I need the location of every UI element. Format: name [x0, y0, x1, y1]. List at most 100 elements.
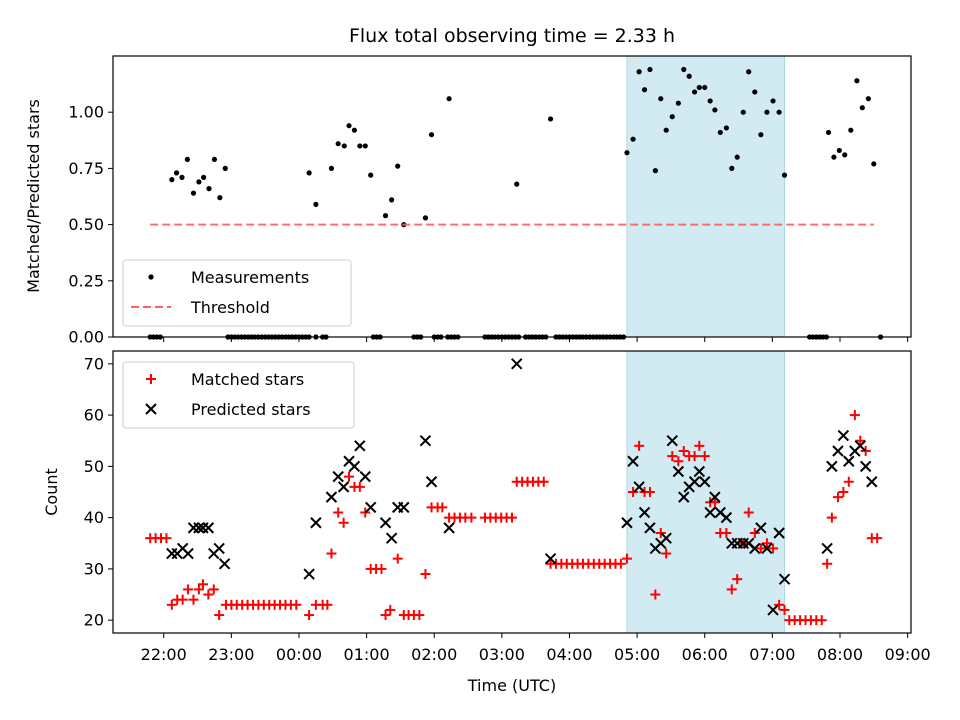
- data-point: [636, 69, 642, 75]
- data-point: [419, 435, 432, 447]
- data-point: [776, 109, 782, 115]
- data-point: [831, 154, 837, 160]
- data-point: [466, 512, 477, 523]
- data-point: [208, 584, 219, 595]
- data-point: [446, 96, 452, 102]
- data-point: [726, 584, 737, 595]
- legend-label: Matched stars: [191, 370, 304, 389]
- data-point: [166, 599, 177, 610]
- data-point: [641, 87, 648, 93]
- data-point: [190, 190, 197, 196]
- data-point: [859, 105, 865, 111]
- data-point: [389, 197, 395, 203]
- data-point: [752, 89, 758, 95]
- data-point: [855, 435, 866, 446]
- data-point: [379, 517, 392, 529]
- data-point: [663, 127, 669, 133]
- data-point: [218, 558, 231, 570]
- data-point: [161, 533, 172, 544]
- x-tick-label: 22:00: [141, 645, 187, 664]
- data-point: [359, 470, 371, 483]
- data-point: [392, 553, 403, 564]
- data-point: [860, 445, 871, 456]
- data-point: [681, 66, 687, 73]
- data-point: [644, 487, 655, 497]
- data-point: [217, 195, 223, 201]
- data-point: [764, 109, 770, 115]
- top-y-axis-label: Matched/Predicted stars: [24, 99, 43, 293]
- data-point: [322, 599, 333, 610]
- x-tick-label: 05:00: [614, 645, 660, 664]
- data-point: [422, 215, 429, 221]
- data-point: [673, 456, 684, 467]
- data-point: [179, 174, 185, 180]
- legend-box: [122, 259, 352, 327]
- data-point: [699, 451, 710, 462]
- data-point: [699, 476, 711, 488]
- series-matched-stars: [145, 410, 883, 626]
- data-point: [644, 522, 656, 534]
- x-tick-label: 01:00: [344, 645, 390, 664]
- data-point: [385, 532, 398, 544]
- data-point: [755, 543, 766, 554]
- data-point: [348, 460, 361, 473]
- data-point: [621, 517, 633, 529]
- data-point: [514, 181, 520, 187]
- legend-label: Threshold: [190, 298, 270, 317]
- x-tick-label: 00:00: [276, 645, 322, 664]
- data-point: [712, 107, 718, 113]
- data-point: [303, 568, 315, 580]
- data-point: [746, 69, 752, 75]
- x-tick-label: 03:00: [479, 645, 525, 664]
- data-point: [633, 481, 645, 493]
- data-point: [734, 154, 740, 160]
- legend-marker: [148, 274, 154, 280]
- data-point: [425, 476, 438, 488]
- data-point: [666, 435, 678, 447]
- data-point: [758, 132, 764, 138]
- data-point: [380, 610, 391, 621]
- x-tick-label: 23:00: [208, 645, 254, 664]
- data-point: [346, 123, 352, 129]
- data-point: [328, 165, 335, 171]
- data-point: [871, 161, 877, 167]
- data-point: [825, 129, 832, 136]
- data-point: [694, 440, 705, 451]
- legend-marker: [146, 374, 156, 384]
- data-point: [826, 460, 838, 473]
- highlight-span: [626, 55, 786, 338]
- data-point: [693, 465, 706, 478]
- data-point: [507, 512, 517, 523]
- data-point: [624, 150, 630, 156]
- data-point: [188, 594, 199, 605]
- data-point: [511, 358, 523, 370]
- data-point: [652, 168, 658, 174]
- data-point: [211, 156, 218, 163]
- data-point: [291, 599, 302, 610]
- data-point: [193, 584, 204, 595]
- data-point: [743, 507, 754, 518]
- data-point: [443, 522, 455, 534]
- data-point: [770, 98, 776, 104]
- data-point: [729, 165, 735, 171]
- data-point: [838, 487, 849, 497]
- data-point: [420, 569, 431, 580]
- data-point: [688, 476, 701, 488]
- data-point: [398, 501, 410, 514]
- data-point: [357, 143, 363, 149]
- data-point: [344, 471, 355, 482]
- data-point: [709, 491, 721, 503]
- data-point: [313, 201, 319, 207]
- data-point: [702, 84, 708, 91]
- data-point: [843, 476, 854, 487]
- data-point: [193, 522, 205, 534]
- legend-marker: [145, 403, 157, 415]
- data-point: [672, 465, 685, 478]
- data-point: [173, 170, 180, 176]
- data-point: [376, 563, 387, 574]
- x-tick-label: 02:00: [411, 645, 457, 664]
- data-point: [678, 445, 689, 456]
- data-point: [732, 574, 743, 585]
- data-point: [326, 548, 337, 559]
